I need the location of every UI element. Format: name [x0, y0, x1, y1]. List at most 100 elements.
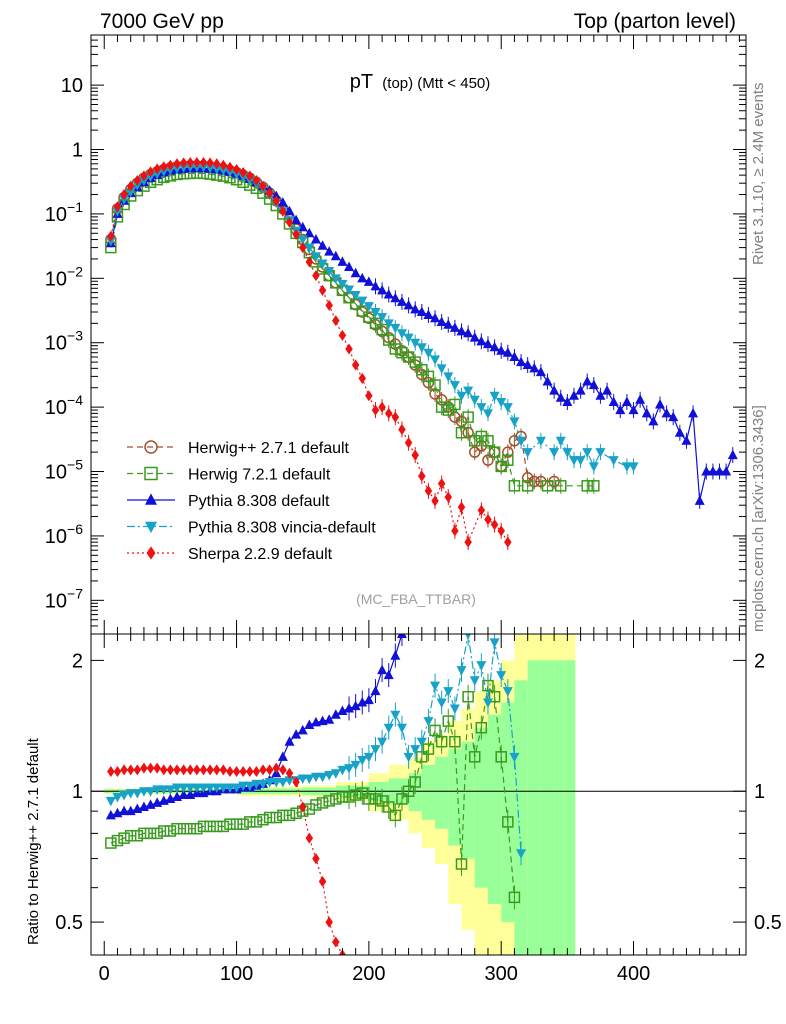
data-point — [482, 338, 493, 349]
header-right: Top (parton level) — [574, 10, 736, 33]
ratio-point — [230, 818, 243, 830]
data-point — [317, 259, 328, 269]
ratio-point — [251, 779, 262, 790]
ratio-point — [449, 704, 460, 715]
data-point — [404, 437, 413, 449]
ratio-point — [277, 751, 288, 761]
data-point — [382, 334, 395, 346]
data-point — [449, 381, 460, 391]
data-point — [542, 375, 553, 386]
data-point — [424, 485, 433, 497]
band-inner — [527, 660, 541, 955]
legend-entry: Sherpa 2.2.9 default — [127, 546, 333, 563]
data-point — [344, 261, 355, 271]
main-series-line — [110, 161, 509, 545]
ratio-point — [231, 783, 242, 793]
data-point — [681, 435, 692, 445]
data-point — [509, 417, 520, 427]
ratio-point — [263, 811, 276, 824]
ratio-point — [131, 829, 144, 842]
ratio-point — [107, 766, 115, 778]
data-point — [411, 449, 419, 461]
ratio-point — [199, 764, 208, 776]
ratio-point — [238, 781, 249, 792]
data-point — [252, 175, 261, 187]
ratio-point — [119, 805, 130, 816]
ratio-point — [244, 781, 255, 792]
ratio-point — [226, 766, 234, 778]
data-point — [370, 307, 381, 318]
ratio-point — [218, 783, 229, 793]
data-point — [456, 391, 467, 402]
data-point — [403, 333, 414, 344]
ratio-point — [298, 801, 307, 813]
data-point — [462, 411, 474, 423]
rivet-label: Rivet 3.1.10, ≥ 2.4M events — [750, 83, 767, 266]
data-point — [390, 323, 401, 334]
data-point — [390, 292, 401, 303]
data-point — [529, 362, 540, 373]
data-point — [232, 163, 241, 175]
data-point — [337, 256, 348, 266]
ratio-point — [435, 735, 448, 748]
data-point — [410, 338, 421, 349]
ratio-point — [465, 634, 472, 640]
data-point — [292, 228, 300, 240]
data-point — [298, 242, 307, 254]
band-inner — [448, 749, 462, 846]
main-panel: 10 1 10−1 10−2 10−3 10−4 10−5 10−6 10−7 — [45, 34, 747, 635]
data-point — [186, 156, 194, 168]
data-point — [496, 345, 507, 355]
ratio-point — [284, 736, 295, 746]
ratio-point — [396, 723, 407, 734]
ratio-point — [246, 766, 254, 778]
ratio-point — [363, 793, 375, 805]
legend-entry: Herwig++ 2.7.1 default — [127, 440, 350, 457]
ratio-point — [488, 690, 501, 703]
ratio-point — [211, 783, 222, 793]
ratio-frame — [90, 633, 747, 956]
data-point — [555, 392, 566, 402]
data-point — [575, 385, 586, 395]
ratio-series-line — [110, 767, 343, 955]
data-point — [279, 205, 287, 217]
ratio-point — [132, 789, 143, 799]
data-point — [595, 448, 606, 458]
ratio-point — [144, 827, 157, 840]
data-point — [654, 398, 665, 409]
data-point — [107, 230, 115, 242]
ratio-point — [250, 816, 263, 828]
band-inner — [461, 741, 475, 859]
data-point — [522, 359, 533, 370]
data-point — [509, 351, 520, 362]
data-point — [464, 536, 472, 548]
ratio-point — [140, 762, 148, 774]
data-point — [389, 343, 402, 355]
main-plot-title: pT (top) (Mtt < 450) — [350, 71, 491, 93]
data-point — [482, 454, 494, 466]
ratio-point — [396, 634, 407, 638]
header-left: 7000 GeV pp — [100, 10, 224, 33]
data-point — [555, 436, 566, 447]
data-point — [330, 250, 341, 261]
data-point — [350, 267, 361, 278]
data-point — [443, 319, 454, 329]
ratio-point — [496, 671, 507, 681]
data-point — [541, 480, 554, 492]
legend-marker — [145, 521, 157, 534]
band-inner — [421, 764, 436, 820]
y-tick-label: 10−1 — [45, 199, 83, 226]
data-point — [621, 396, 632, 407]
ratio-point — [133, 764, 142, 776]
ratio-point — [377, 664, 388, 675]
data-point — [688, 407, 699, 418]
ratio-point — [409, 776, 421, 788]
ratio-point — [482, 698, 493, 709]
data-point — [173, 158, 181, 170]
ratio-point — [158, 825, 170, 837]
ratio-point — [291, 729, 302, 739]
data-point — [179, 157, 188, 169]
data-point — [418, 470, 426, 482]
ratio-point — [212, 764, 221, 776]
